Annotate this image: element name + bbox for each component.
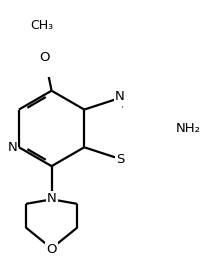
Text: S: S bbox=[116, 153, 124, 166]
Text: CH₃: CH₃ bbox=[30, 19, 53, 32]
Text: NH₂: NH₂ bbox=[176, 122, 201, 135]
Text: O: O bbox=[46, 243, 57, 256]
Text: N: N bbox=[115, 90, 125, 103]
Text: N: N bbox=[7, 141, 17, 154]
Text: N: N bbox=[47, 192, 57, 205]
Text: O: O bbox=[40, 51, 50, 64]
